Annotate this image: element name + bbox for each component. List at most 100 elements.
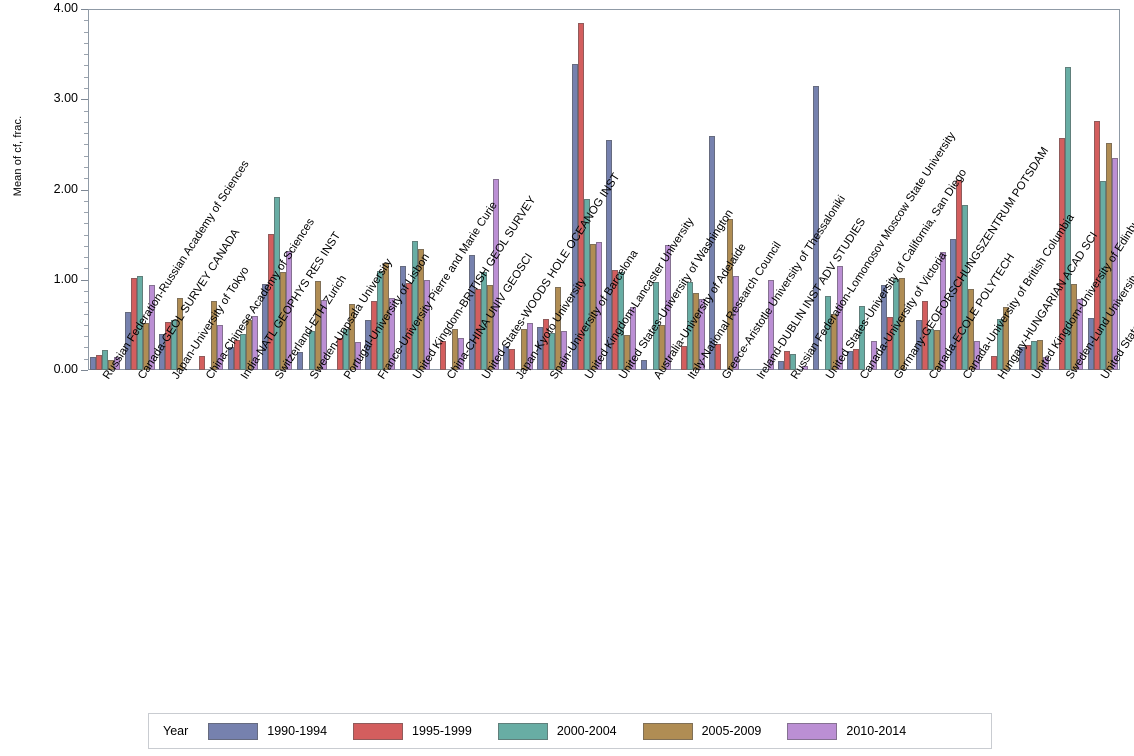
y-axis-minor-tick	[84, 54, 88, 56]
y-axis-minor-tick	[84, 31, 88, 33]
bar	[474, 288, 481, 370]
bar	[1099, 181, 1106, 370]
bar	[262, 284, 269, 370]
y-axis-minor-tick	[84, 324, 88, 326]
bar-group	[845, 9, 879, 370]
bar	[371, 300, 378, 370]
bar	[1024, 344, 1031, 370]
y-axis-minor-tick	[84, 166, 88, 168]
bar	[176, 297, 183, 370]
bar	[508, 349, 515, 370]
legend-item-label: 1995-1999	[412, 724, 472, 738]
bar	[354, 342, 361, 370]
bar	[251, 315, 258, 370]
bar	[245, 320, 252, 370]
y-axis-tick-label: 0.00	[53, 362, 78, 376]
bar	[520, 329, 527, 370]
bar-group	[810, 9, 844, 370]
y-axis-minor-tick	[84, 245, 88, 247]
y-axis-minor-tick	[84, 212, 88, 214]
bar	[543, 319, 550, 370]
bar	[933, 330, 940, 370]
bar	[342, 328, 349, 370]
bar	[405, 283, 412, 370]
bar	[915, 320, 922, 370]
legend: Year 1990-1994 1995-1999 2000-2004 2005-200…	[148, 713, 992, 749]
bar	[158, 333, 165, 370]
bar	[1002, 306, 1009, 370]
bar	[1093, 120, 1100, 370]
bar	[618, 271, 625, 370]
bar	[399, 266, 406, 370]
bar	[211, 301, 218, 370]
legend-item[interactable]: 2010-2014	[787, 722, 907, 740]
y-axis-minor-tick	[84, 268, 88, 270]
bar	[846, 351, 853, 370]
x-axis-labels: Russian Federation-Russian Academy of Sc…	[88, 130, 1134, 691]
bar	[698, 298, 705, 370]
bar	[686, 281, 693, 370]
bar	[852, 349, 859, 370]
legend-items: 1990-1994 1995-1999 2000-2004 2005-2009 2010…	[208, 722, 932, 740]
bar	[571, 64, 578, 370]
bar	[927, 329, 934, 370]
bar	[1030, 341, 1037, 370]
bar-group	[776, 9, 810, 370]
legend-item[interactable]: 1995-1999	[353, 722, 472, 740]
bar	[114, 357, 121, 370]
bar	[502, 345, 509, 370]
bar	[423, 279, 430, 370]
bar	[336, 338, 343, 370]
y-axis-tick-label: 2.00	[53, 181, 78, 196]
bar-group	[432, 9, 466, 370]
y-axis-minor-tick	[84, 155, 88, 157]
bar	[836, 266, 843, 370]
y-axis-tick-label: 4.00	[53, 1, 78, 15]
bar	[286, 250, 293, 370]
bar	[280, 271, 287, 370]
bar	[96, 354, 103, 370]
bar	[893, 278, 900, 370]
legend-item-label: 2005-2009	[701, 724, 762, 738]
bar	[733, 276, 740, 370]
bar	[1105, 142, 1112, 370]
legend-color-swatch	[642, 722, 693, 740]
bar	[320, 299, 327, 370]
bar	[164, 322, 171, 370]
bar-group	[673, 9, 707, 370]
bar	[583, 198, 590, 370]
y-axis-minor-tick	[84, 178, 88, 180]
bar-group	[638, 9, 672, 370]
bar	[630, 306, 637, 370]
bar	[486, 285, 493, 370]
bar	[606, 139, 613, 370]
bar	[468, 255, 475, 370]
y-axis-minor-tick	[84, 234, 88, 236]
y-axis-minor-tick	[84, 65, 88, 67]
bar	[709, 136, 716, 370]
legend-item[interactable]: 2005-2009	[642, 722, 762, 740]
bar	[314, 280, 321, 370]
bar-group	[535, 9, 569, 370]
y-axis-tick-label: 3.00	[53, 91, 78, 106]
bar-group	[1086, 9, 1120, 370]
bar	[526, 323, 533, 370]
legend-item[interactable]: 2000-2004	[497, 722, 617, 740]
bar	[124, 312, 131, 370]
bar	[411, 240, 418, 370]
bar	[830, 314, 837, 370]
bar	[217, 324, 224, 370]
bar	[956, 179, 963, 370]
y-axis-tick-mark	[81, 370, 88, 371]
legend-item-label: 2010-2014	[846, 724, 907, 738]
y-axis-minor-tick	[84, 347, 88, 349]
bar	[824, 296, 831, 370]
bar	[148, 285, 155, 370]
bar-group	[604, 9, 638, 370]
bar	[383, 262, 390, 370]
bar-group	[329, 9, 363, 370]
legend-item[interactable]: 1990-1994	[208, 722, 327, 740]
bar	[417, 249, 424, 370]
bar	[537, 326, 544, 370]
bar	[440, 341, 447, 370]
